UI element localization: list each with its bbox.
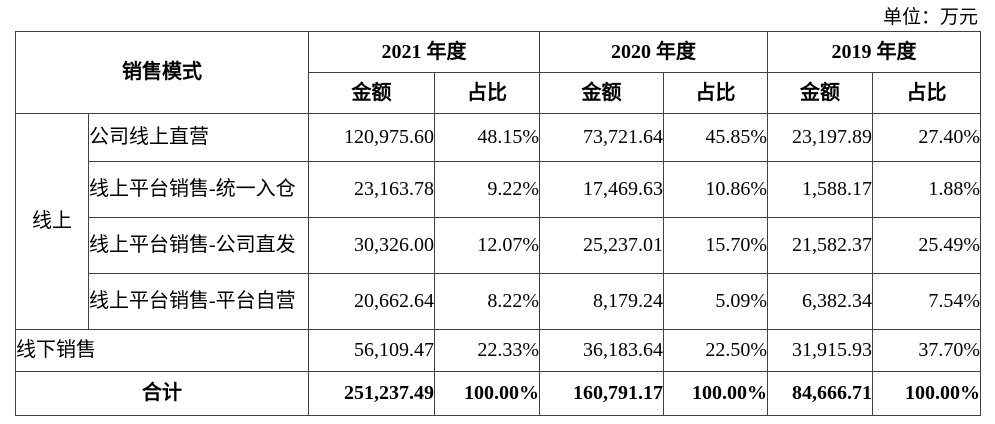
cell-value: 17,469.63 bbox=[539, 161, 664, 218]
cell-value: 9.22% bbox=[434, 161, 540, 218]
cell-value: 15.70% bbox=[663, 217, 768, 274]
table-row-offline: 线下销售 56,109.47 22.33% 36,183.64 22.50% 3… bbox=[15, 329, 981, 372]
header-row-metrics: 金额 占比 金额 占比 金额 占比 bbox=[16, 72, 981, 114]
cell-value: 84,666.71 bbox=[767, 371, 873, 416]
cell-value: 22.50% bbox=[663, 329, 768, 372]
header-ratio-2020: 占比 bbox=[663, 72, 768, 114]
cell-value: 160,791.17 bbox=[539, 371, 664, 416]
table-row-total: 合计 251,237.49 100.00% 160,791.17 100.00%… bbox=[15, 371, 981, 416]
cell-value: 100.00% bbox=[872, 371, 981, 416]
total-row-label: 合计 bbox=[15, 371, 309, 416]
online-group-label: 线上 bbox=[15, 113, 89, 330]
row-label: 公司线上直营 bbox=[88, 113, 309, 162]
table-row: 线上平台销售-平台自营 20,662.64 8.22% 8,179.24 5.0… bbox=[16, 273, 981, 330]
sales-mode-table: 销售模式 2021 年度 2020 年度 2019 年度 金额 占比 金额 占比… bbox=[15, 31, 981, 416]
cell-value: 73,721.64 bbox=[539, 113, 664, 162]
cell-value: 120,975.60 bbox=[308, 113, 435, 162]
cell-value: 30,326.00 bbox=[308, 217, 435, 274]
header-row-years: 销售模式 2021 年度 2020 年度 2019 年度 bbox=[15, 31, 981, 114]
cell-value: 251,237.49 bbox=[308, 371, 435, 416]
cell-value: 10.86% bbox=[663, 161, 768, 218]
cell-value: 22.33% bbox=[434, 329, 540, 372]
table-row: 线上平台销售-统一入仓 23,163.78 9.22% 17,469.63 10… bbox=[16, 161, 981, 218]
cell-value: 31,915.93 bbox=[767, 329, 873, 372]
cell-value: 25,237.01 bbox=[539, 217, 664, 274]
cell-value: 37.70% bbox=[872, 329, 981, 372]
cell-value: 5.09% bbox=[663, 273, 768, 330]
cell-value: 27.40% bbox=[872, 113, 981, 162]
offline-row-label: 线下销售 bbox=[15, 329, 309, 372]
table-row: 线上 公司线上直营 120,975.60 48.15% 73,721.64 45… bbox=[15, 113, 981, 330]
cell-value: 21,582.37 bbox=[767, 217, 873, 274]
cell-value: 48.15% bbox=[434, 113, 540, 162]
cell-value: 8.22% bbox=[434, 273, 540, 330]
unit-label: 单位：万元 bbox=[882, 7, 978, 28]
cell-value: 23,163.78 bbox=[308, 161, 435, 218]
cell-value: 6,382.34 bbox=[767, 273, 873, 330]
cell-value: 12.07% bbox=[434, 217, 540, 274]
header-year-2020: 2020 年度 bbox=[539, 31, 768, 73]
cell-value: 7.54% bbox=[872, 273, 981, 330]
cell-value: 25.49% bbox=[872, 217, 981, 274]
header-amount-2021: 金额 bbox=[308, 72, 435, 114]
header-amount-2019: 金额 bbox=[767, 72, 873, 114]
header-year-2021: 2021 年度 bbox=[308, 31, 540, 73]
row-label: 线上平台销售-公司直发 bbox=[88, 217, 309, 274]
row-label: 线上平台销售-统一入仓 bbox=[88, 161, 309, 218]
row-label: 线上平台销售-平台自营 bbox=[88, 273, 309, 330]
header-sales-mode: 销售模式 bbox=[15, 31, 309, 114]
document-page: 单位：万元 销售模式 2021 年度 2020 年度 2019 年度 金额 占比… bbox=[15, 0, 981, 416]
cell-value: 20,662.64 bbox=[308, 273, 435, 330]
cell-value: 8,179.24 bbox=[539, 273, 664, 330]
cell-value: 23,197.89 bbox=[767, 113, 873, 162]
header-ratio-2019: 占比 bbox=[872, 72, 981, 114]
cell-value: 1.88% bbox=[872, 161, 981, 218]
cell-value: 56,109.47 bbox=[308, 329, 435, 372]
cell-value: 100.00% bbox=[663, 371, 768, 416]
table-row: 线上平台销售-公司直发 30,326.00 12.07% 25,237.01 1… bbox=[16, 217, 981, 274]
cell-value: 36,183.64 bbox=[539, 329, 664, 372]
header-ratio-2021: 占比 bbox=[434, 72, 540, 114]
cell-value: 100.00% bbox=[434, 371, 540, 416]
cell-value: 45.85% bbox=[663, 113, 768, 162]
header-amount-2020: 金额 bbox=[539, 72, 664, 114]
cell-value: 1,588.17 bbox=[767, 161, 873, 218]
header-year-2019: 2019 年度 bbox=[767, 31, 981, 73]
